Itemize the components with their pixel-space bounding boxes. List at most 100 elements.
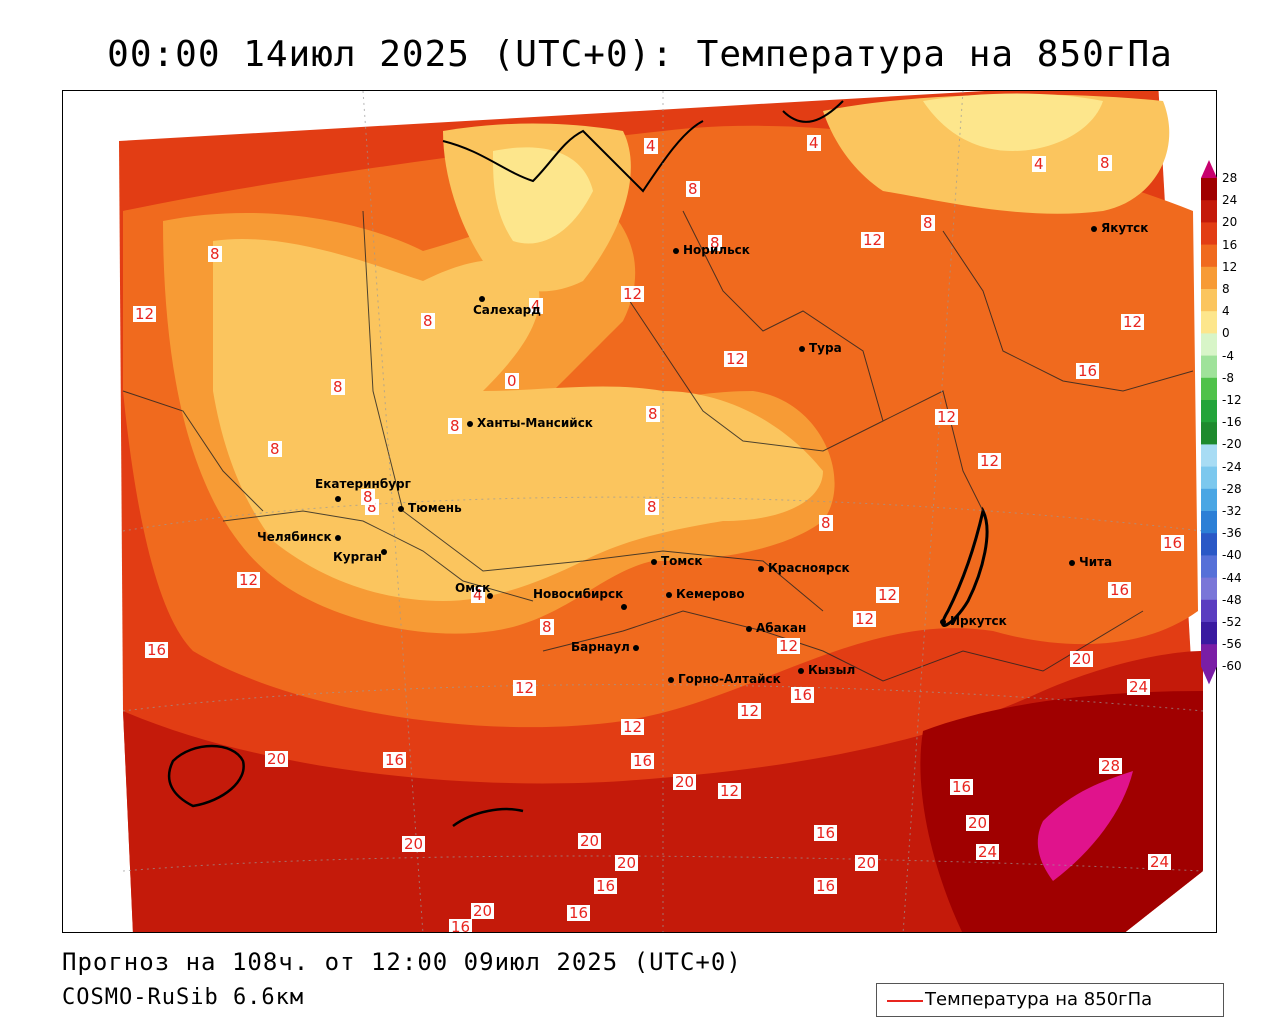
isotherm-label: 16 (1161, 534, 1185, 552)
legend-tick-label: 8 (1222, 282, 1230, 296)
legend-swatch (1201, 377, 1217, 401)
city-label: Красноярск (758, 561, 850, 575)
city-label: Иркутск (940, 614, 1007, 628)
legend-tick-label: -60 (1222, 659, 1242, 674)
legend-top-arrow (1201, 160, 1217, 178)
legend-swatch (1201, 222, 1217, 246)
city-label (621, 599, 631, 613)
city-label: Барнаул (571, 640, 643, 654)
isotherm-label: 12 (738, 702, 762, 720)
legend-swatch (1201, 511, 1217, 534)
legend-swatch (1201, 400, 1217, 423)
isotherm-label: 12 (133, 305, 157, 323)
legend-tick-label: 4 (1222, 304, 1230, 319)
isotherm-label: 16 (791, 686, 815, 704)
isotherm-label: 16 (631, 752, 655, 770)
isotherm-label: 24 (976, 843, 1000, 861)
line-key: Температура на 850гПа (876, 983, 1224, 1017)
legend-tick-label: -28 (1222, 481, 1242, 496)
isotherm-label: 12 (876, 586, 900, 604)
isotherm-label: 20 (1070, 650, 1094, 668)
isotherm-label: 8 (361, 488, 375, 506)
city-label: Тура (799, 341, 842, 355)
legend-tick-label: -32 (1222, 504, 1242, 518)
isotherm-label: 24 (1148, 853, 1172, 871)
isotherm-label: 16 (594, 877, 618, 895)
legend-tick-label: 28 (1222, 171, 1238, 185)
isotherm-label: 12 (777, 637, 801, 655)
isotherm-label: 8 (819, 514, 833, 532)
legend-swatch (1201, 622, 1217, 645)
city-label: Кызыл (798, 663, 855, 677)
isotherm-label: 8 (646, 405, 660, 423)
isotherm-label: 12 (237, 571, 261, 589)
isotherm-label: 8 (421, 312, 435, 330)
isotherm-label: 12 (935, 408, 959, 426)
city-label: Тюмень (398, 501, 462, 515)
city-label: Кемерово (666, 587, 745, 601)
temperature-field (63, 91, 1216, 932)
isotherm-label: 8 (540, 618, 554, 636)
isotherm-label: 12 (724, 350, 748, 368)
isotherm-label: 16 (449, 918, 473, 933)
legend-tick-label: 12 (1222, 259, 1238, 274)
isotherm-label: 20 (966, 814, 990, 832)
isotherm-label: 8 (1098, 154, 1112, 172)
isotherm-label: 8 (708, 234, 722, 252)
isotherm-label: 8 (921, 214, 935, 232)
isotherm-label: 12 (621, 718, 645, 736)
city-label: Томск (651, 554, 703, 568)
legend-tick-label: -52 (1222, 615, 1242, 629)
city-label (479, 291, 489, 305)
isotherm-label: 16 (145, 641, 169, 659)
isotherm-label: 4 (1032, 155, 1046, 173)
legend-tick-label: -12 (1222, 393, 1242, 407)
isotherm-label: 12 (621, 285, 645, 303)
legend-swatch (1201, 200, 1217, 223)
isotherm-label: 12 (861, 231, 885, 249)
isotherm-label: 20 (265, 750, 289, 768)
isotherm-label: 12 (1121, 313, 1145, 331)
legend-tick-label: -56 (1222, 637, 1242, 652)
legend-swatch (1201, 644, 1217, 667)
temperature-map: 8 12 8 8 8 8 8 8 12 16 12 16 20 16 20 20… (62, 90, 1217, 933)
isotherm-label: 16 (814, 824, 838, 842)
isotherm-label: 12 (513, 679, 537, 697)
isotherm-label: 16 (814, 877, 838, 895)
isotherm-label: 8 (208, 245, 222, 263)
legend-swatch (1201, 355, 1217, 379)
isotherm-label: 16 (567, 904, 591, 922)
isotherm-label: 28 (1099, 757, 1123, 775)
isotherm-label: 16 (383, 751, 407, 769)
isotherm-label: 8 (645, 498, 659, 516)
isotherm-label: 20 (578, 832, 602, 850)
city-label: Абакан (746, 621, 806, 635)
city-label (335, 491, 345, 505)
legend-swatch (1201, 466, 1217, 490)
city-label: Новосибирск (533, 587, 624, 601)
legend-swatch (1201, 266, 1217, 290)
city-label: Чита (1069, 555, 1112, 569)
legend-swatch (1201, 333, 1217, 357)
line-key-label: Температура на 850гПа (925, 989, 1153, 1010)
model-caption: COSMO-RuSib 6.6км (62, 985, 305, 1010)
isotherm-label: 20 (615, 854, 639, 872)
legend-swatch (1201, 178, 1217, 201)
legend-tick-label: 20 (1222, 215, 1238, 230)
legend-tick-label: -24 (1222, 459, 1242, 474)
isoline-swatch (887, 1000, 923, 1002)
legend-bottom-arrow (1201, 666, 1217, 685)
legend-swatch (1201, 444, 1217, 468)
city-label: Норильск (673, 243, 750, 257)
legend-tick-label: 24 (1222, 193, 1238, 208)
city-label: Екатеринбург (315, 477, 411, 491)
isotherm-label: 16 (1108, 581, 1132, 599)
legend-swatch (1201, 488, 1217, 512)
legend-swatch (1201, 311, 1217, 334)
isotherm-label: 4 (529, 297, 543, 315)
legend-swatch (1201, 244, 1217, 268)
legend-tick-label: -40 (1222, 548, 1242, 563)
isotherm-label: 12 (718, 782, 742, 800)
isotherm-label: 20 (855, 854, 879, 872)
legend-tick-label: -44 (1222, 570, 1242, 585)
